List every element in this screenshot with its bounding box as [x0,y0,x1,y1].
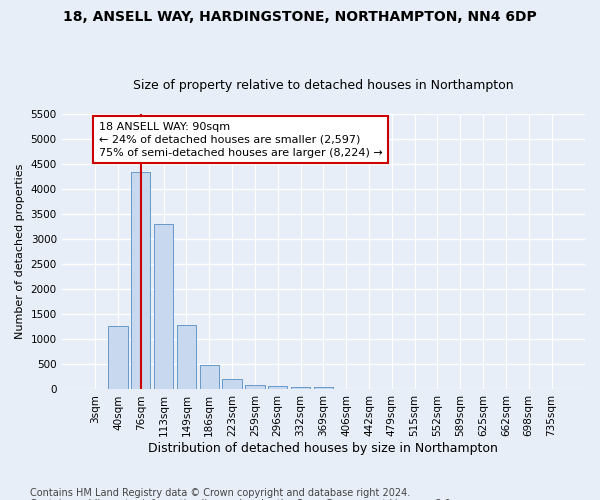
Text: 18, ANSELL WAY, HARDINGSTONE, NORTHAMPTON, NN4 6DP: 18, ANSELL WAY, HARDINGSTONE, NORTHAMPTO… [63,10,537,24]
Bar [314,387,333,390]
Bar [245,385,265,390]
Bar [223,379,242,390]
Bar [200,365,219,390]
Title: Size of property relative to detached houses in Northampton: Size of property relative to detached ho… [133,79,514,92]
Text: 18 ANSELL WAY: 90sqm
← 24% of detached houses are smaller (2,597)
75% of semi-de: 18 ANSELL WAY: 90sqm ← 24% of detached h… [98,122,382,158]
Bar [177,326,196,390]
Bar [154,224,173,390]
Y-axis label: Number of detached properties: Number of detached properties [15,164,25,340]
Bar [131,172,151,390]
Bar [108,326,128,390]
Bar [268,386,287,390]
X-axis label: Distribution of detached houses by size in Northampton: Distribution of detached houses by size … [148,442,498,455]
Bar [291,386,310,390]
Text: Contains public sector information licensed under the Open Government Licence v3: Contains public sector information licen… [30,499,454,500]
Text: Contains HM Land Registry data © Crown copyright and database right 2024.: Contains HM Land Registry data © Crown c… [30,488,410,498]
